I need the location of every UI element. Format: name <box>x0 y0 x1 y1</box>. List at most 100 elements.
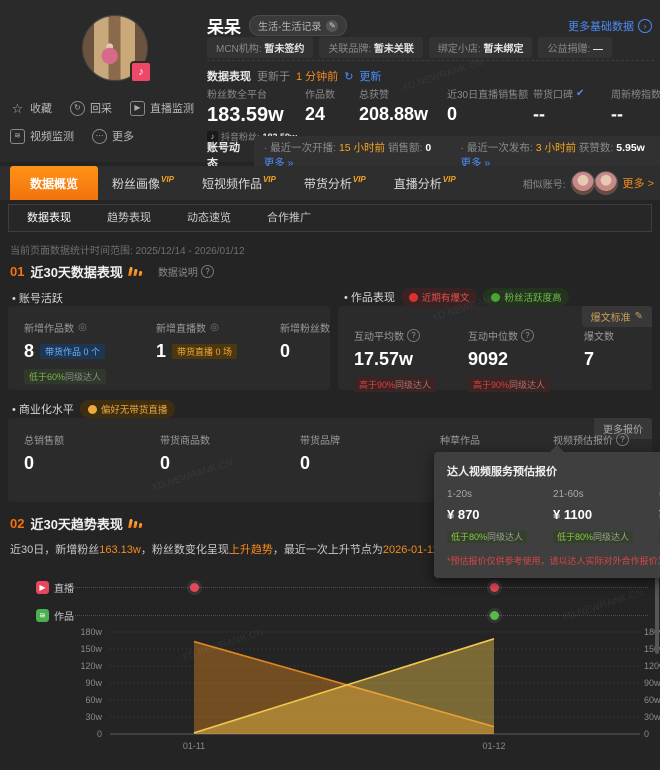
total-sales-stat: 总销售额 0 <box>24 432 64 474</box>
subnav-data-performance[interactable]: 数据表现 <box>27 212 71 224</box>
category-tag-label: 生活-生活记录 <box>258 22 322 33</box>
tab-commerce-analysis[interactable]: 带货分析 VIP <box>290 166 380 200</box>
timeline-event-dot[interactable] <box>190 583 199 592</box>
douyin-badge-icon: ♪ <box>130 61 152 83</box>
median-interaction-value: 9092 <box>468 349 509 369</box>
stat-newrank-value: -- <box>611 104 623 124</box>
edit-icon[interactable]: ✎ <box>326 19 339 32</box>
section1-number: 01 <box>10 264 25 279</box>
live-icon: ▶ <box>36 581 49 594</box>
info-icon: ? <box>200 265 214 278</box>
new-fans-stat: 新增粉丝数 0 <box>280 320 330 362</box>
account-active-card: 新增作品数 ◎ 8 带货作品 0 个 低于60%同级达人 新增直播数 ◎ 1 带货直… <box>8 306 330 390</box>
favorite-button[interactable]: ☆ 收藏 <box>10 100 52 116</box>
fan-activity-badge: 粉丝活跃度高 <box>483 288 570 306</box>
commerce-level-label: • 商业化水平 偏好无带货直播 <box>12 400 176 418</box>
similar-more-link[interactable]: 更多 > <box>622 178 654 190</box>
refresh-icon[interactable]: ↻ <box>344 70 354 83</box>
last-post-time: 3 小时前 <box>535 142 576 154</box>
date-range-note: 当前页面数据统计时间范围: 2025/12/14 - 2026/01/12 <box>10 246 245 257</box>
info-icon: ? <box>616 433 629 446</box>
medal-icon: ✔ <box>576 88 585 99</box>
burst-standard-label: 爆文标准 <box>590 313 631 324</box>
replay-icon: ↻ <box>70 100 85 116</box>
compare-rest: 同级达人 <box>593 532 630 542</box>
sales-label: 销售额: <box>387 142 423 154</box>
live-monitor-button[interactable]: ▶ 直播监测 <box>130 100 194 116</box>
timeline-live-label: 直播 <box>54 584 74 595</box>
quote-21-60s: 21-60s ¥ 1100 低于80%同级达人 <box>553 489 634 543</box>
more-quotes-link[interactable]: 更多报价 <box>594 418 652 439</box>
new-lives-stat: 新增直播数 ◎ 1 带货直播 0 场 <box>156 320 238 362</box>
brand-count-stat: 带货品牌 0 <box>300 432 340 474</box>
divider <box>207 60 654 61</box>
timeline-event-dot[interactable] <box>490 583 499 592</box>
similar-avatar[interactable] <box>570 171 595 195</box>
eye-icon: ◎ <box>78 321 87 333</box>
tab-label: 数据概览 <box>30 176 79 191</box>
tab-live-analysis[interactable]: 直播分析 VIP <box>380 166 470 200</box>
stat-live-sales-label: 近30日直播销售额 <box>447 90 529 101</box>
chevron-circle-icon: › <box>638 19 652 33</box>
subnav-dynamics[interactable]: 动态速览 <box>187 212 231 224</box>
fan-activity-text: 粉丝活跃度高 <box>504 293 562 304</box>
video-monitor-button[interactable]: ≋ 视频监测 <box>10 128 74 144</box>
similar-avatar[interactable] <box>593 171 618 195</box>
data-perf-title: 数据表现 <box>207 71 251 83</box>
quote-compare-badge: 低于80%同级达人 <box>553 531 634 543</box>
product-count-label: 带货商品数 <box>160 436 210 447</box>
section2-number: 02 <box>10 516 25 531</box>
tab-short-video[interactable]: 短视频作品 VIP <box>188 166 290 200</box>
refresh-button[interactable]: 更新 <box>359 71 382 83</box>
brand-label: 关联品牌: <box>328 44 372 55</box>
svg-text:120w: 120w <box>80 661 102 671</box>
timeline-event-dot[interactable] <box>490 611 499 620</box>
subnav-trend[interactable]: 趋势表现 <box>107 212 151 224</box>
burst-count-label: 爆文数 <box>584 332 614 343</box>
burst-standard-link[interactable]: 爆文标准 ✎ <box>581 306 652 327</box>
updated-prefix: 更新于 <box>257 71 290 83</box>
median-interaction-stat: 互动中位数? 9092 高于90%同级达人 <box>468 328 551 392</box>
douyin-fans-label: 抖音粉丝: <box>221 132 260 142</box>
video-monitor-label: 视频监测 <box>30 131 74 143</box>
summary-trend-word: 上升趋势 <box>228 544 273 556</box>
video-quote-label: 视频预估报价 <box>553 436 613 447</box>
data-explain-link[interactable]: 数据说明 ? <box>158 264 214 279</box>
profile-header: ♪ ☆ 收藏 ↻ 回采 ▶ 直播监测 ≋ 视频监测 ⋯ 更多 <box>0 0 660 174</box>
total-sales-value: 0 <box>24 453 35 473</box>
shop-value: 暂未绑定 <box>483 44 524 55</box>
recollect-button[interactable]: ↻ 回采 <box>70 100 112 116</box>
subnav-cooperation[interactable]: 合作推广 <box>267 212 311 224</box>
stat-likes-value: 208.88w <box>359 104 429 124</box>
svg-text:180w: 180w <box>80 627 102 637</box>
summary-rise-date: 2026-01-11 <box>382 544 439 556</box>
updated-time: 1 分钟前 <box>296 71 339 83</box>
trend-chart[interactable]: 0 0 30w 30w 60w 60w 90w 90w 120w 120w 150w 150w 180w… <box>0 622 660 770</box>
trend-chart-svg: 0 0 30w 30w 60w 60w 90w 90w 120w 120w 150w 150w 180w… <box>80 627 660 751</box>
scrollbar-thumb[interactable] <box>655 558 659 654</box>
timeline-row-live: ▶ 直播 <box>0 576 660 600</box>
more-basic-data-link[interactable]: 更多基础数据 › <box>568 18 652 34</box>
category-tag[interactable]: 生活-生活记录 ✎ <box>249 15 348 36</box>
stat-works: 作品数 24 <box>305 86 359 143</box>
new-works-value: 8 <box>24 341 35 361</box>
more-actions-button[interactable]: ⋯ 更多 <box>92 128 134 144</box>
stat-newrank-index: 周新榜指数 -- <box>611 86 660 143</box>
vip-badge: VIP <box>352 174 366 184</box>
compare-rest: 同级达人 <box>395 380 432 390</box>
tab-fan-profile[interactable]: 粉丝画像 VIP <box>98 166 188 200</box>
svg-text:90w: 90w <box>644 678 660 688</box>
recollect-label: 回采 <box>90 103 112 115</box>
svg-text:0: 0 <box>97 729 102 739</box>
new-lives-value: 1 <box>156 341 167 361</box>
seeding-works-label: 种草作品 <box>440 436 480 447</box>
burst-count-value: 7 <box>584 349 595 369</box>
tab-data-overview[interactable]: 数据概览 <box>10 166 99 200</box>
stat-reputation-label: 带货口碑 <box>533 90 573 101</box>
avatar[interactable]: ♪ <box>82 15 152 83</box>
no-commerce-live-badge: 偏好无带货直播 <box>79 400 176 418</box>
tab-label: 短视频作品 <box>201 176 262 191</box>
summary-text: ，粉丝数变化呈现 <box>140 544 229 556</box>
mcn-label: MCN机构: <box>216 44 262 55</box>
more-quotes-label: 更多报价 <box>603 425 643 436</box>
